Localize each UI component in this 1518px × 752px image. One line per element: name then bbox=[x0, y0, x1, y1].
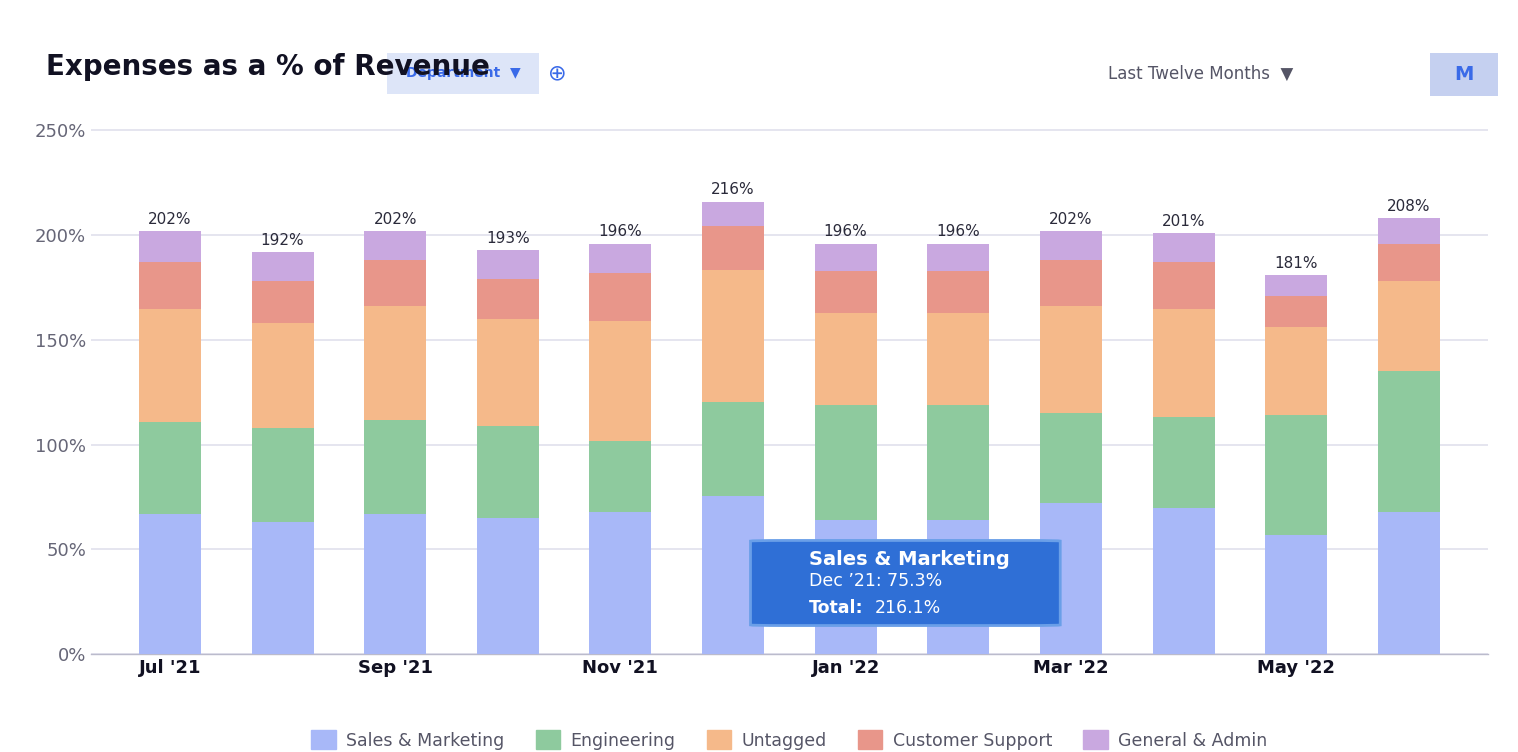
Text: Dec ’21: 75.3%: Dec ’21: 75.3% bbox=[809, 572, 943, 590]
Text: Expenses as a % of Revenue: Expenses as a % of Revenue bbox=[46, 53, 489, 80]
Bar bbox=[1152, 233, 1214, 262]
Bar bbox=[1264, 327, 1327, 415]
Bar bbox=[140, 514, 200, 654]
Bar bbox=[815, 313, 877, 405]
Text: Last Twelve Months  ▼: Last Twelve Months ▼ bbox=[1108, 65, 1293, 83]
Bar bbox=[815, 520, 877, 654]
Bar bbox=[477, 279, 539, 319]
Text: Total:: Total: bbox=[809, 599, 864, 617]
Bar bbox=[252, 323, 314, 428]
Legend: Sales & Marketing, Engineering, Untagged, Customer Support, General & Admin: Sales & Marketing, Engineering, Untagged… bbox=[305, 723, 1274, 752]
Bar bbox=[477, 518, 539, 654]
Text: 201%: 201% bbox=[1161, 214, 1205, 229]
Bar bbox=[1264, 535, 1327, 654]
Bar bbox=[252, 252, 314, 281]
Bar bbox=[701, 202, 764, 226]
Bar bbox=[815, 405, 877, 520]
Bar bbox=[252, 428, 314, 522]
Text: 202%: 202% bbox=[149, 212, 191, 227]
Bar bbox=[252, 281, 314, 323]
Text: 202%: 202% bbox=[373, 212, 417, 227]
Text: 202%: 202% bbox=[1049, 212, 1093, 227]
Bar bbox=[477, 250, 539, 279]
Bar bbox=[589, 321, 651, 441]
Bar bbox=[364, 420, 427, 514]
Bar bbox=[364, 514, 427, 654]
Text: 208%: 208% bbox=[1387, 199, 1430, 214]
Bar bbox=[589, 512, 651, 654]
Bar bbox=[364, 260, 427, 306]
Bar bbox=[1378, 371, 1439, 512]
Bar bbox=[1378, 512, 1439, 654]
Bar bbox=[1152, 417, 1214, 508]
Bar bbox=[1152, 262, 1214, 308]
Bar bbox=[1378, 281, 1439, 371]
Text: 216%: 216% bbox=[712, 183, 754, 198]
Bar bbox=[927, 405, 990, 520]
Bar bbox=[1264, 415, 1327, 535]
Text: 216.1%: 216.1% bbox=[874, 599, 941, 617]
Bar bbox=[1040, 306, 1102, 414]
Bar bbox=[364, 306, 427, 420]
Bar bbox=[1040, 260, 1102, 306]
Bar bbox=[701, 226, 764, 270]
Bar bbox=[815, 271, 877, 313]
Bar bbox=[815, 244, 877, 271]
Bar bbox=[1152, 308, 1214, 417]
Text: 196%: 196% bbox=[598, 224, 642, 239]
Text: Department  ▼: Department ▼ bbox=[405, 66, 521, 80]
Text: ⊕: ⊕ bbox=[548, 64, 566, 83]
Bar bbox=[1378, 244, 1439, 281]
Bar bbox=[140, 262, 200, 308]
Bar bbox=[252, 522, 314, 654]
Bar bbox=[477, 319, 539, 426]
Bar bbox=[477, 426, 539, 518]
Text: 196%: 196% bbox=[937, 224, 981, 239]
Bar bbox=[589, 244, 651, 273]
Bar bbox=[927, 271, 990, 313]
Bar bbox=[701, 496, 764, 654]
Bar bbox=[364, 231, 427, 260]
Bar bbox=[140, 422, 200, 514]
Bar bbox=[927, 313, 990, 405]
Bar bbox=[1040, 503, 1102, 654]
Text: 193%: 193% bbox=[486, 231, 530, 246]
Bar bbox=[1040, 414, 1102, 503]
Bar bbox=[927, 244, 990, 271]
Text: 196%: 196% bbox=[824, 224, 868, 239]
Polygon shape bbox=[768, 575, 786, 591]
Text: 192%: 192% bbox=[261, 233, 304, 247]
Bar bbox=[1378, 218, 1439, 244]
FancyBboxPatch shape bbox=[750, 541, 1060, 626]
Bar bbox=[140, 308, 200, 422]
Bar bbox=[1264, 275, 1327, 296]
Bar bbox=[1152, 508, 1214, 654]
Text: M: M bbox=[1454, 65, 1474, 84]
Bar bbox=[701, 402, 764, 496]
Text: 181%: 181% bbox=[1275, 256, 1318, 271]
Bar bbox=[140, 231, 200, 262]
Bar bbox=[701, 270, 764, 402]
Text: Sales & Marketing: Sales & Marketing bbox=[809, 550, 1009, 569]
Bar bbox=[927, 520, 990, 654]
Bar bbox=[1040, 231, 1102, 260]
Bar bbox=[1264, 296, 1327, 327]
Bar bbox=[589, 441, 651, 512]
Bar bbox=[589, 273, 651, 321]
